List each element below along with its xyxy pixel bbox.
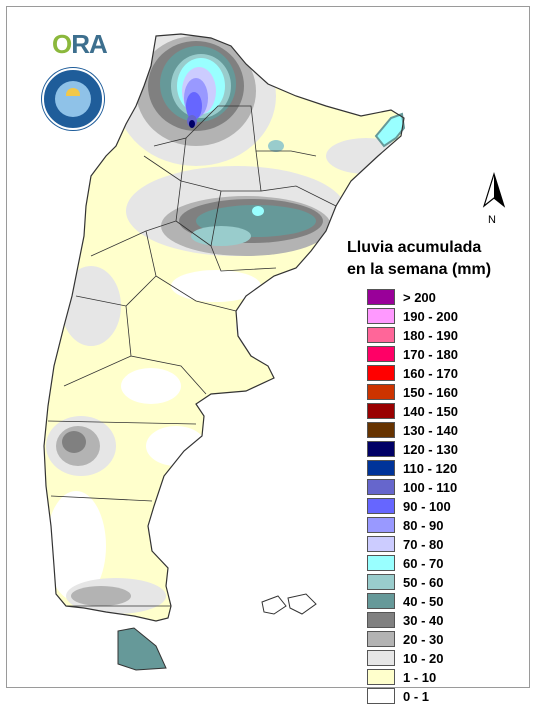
province-borders xyxy=(47,105,337,607)
country-outline xyxy=(43,33,405,622)
legend-label: 150 - 160 xyxy=(403,385,458,400)
legend-title: Lluvia acumulada en la semana (mm) xyxy=(347,237,527,281)
rainfall-map xyxy=(43,33,406,671)
legend-swatch xyxy=(367,517,395,533)
legend-swatch xyxy=(367,460,395,476)
seal-inner xyxy=(55,81,91,117)
north-label: N xyxy=(488,214,496,226)
field-0-1-south xyxy=(46,491,106,601)
legend-row: 30 - 40 xyxy=(367,611,517,630)
legend-label: 120 - 130 xyxy=(403,442,458,457)
legend-swatch xyxy=(367,669,395,685)
legend-row: 170 - 180 xyxy=(367,345,517,364)
legend-swatch xyxy=(367,593,395,609)
legend-row: 1 - 10 xyxy=(367,668,517,687)
legend-swatch xyxy=(367,308,395,324)
legend-row: 70 - 80 xyxy=(367,535,517,554)
legend-row: 190 - 200 xyxy=(367,307,517,326)
smn-seal-logo xyxy=(42,68,104,130)
legend-row: 180 - 190 xyxy=(367,326,517,345)
legend-swatch xyxy=(367,479,395,495)
legend-swatch xyxy=(367,555,395,571)
north-arrow-icon xyxy=(482,172,506,208)
legend-label: 30 - 40 xyxy=(403,613,444,628)
legend-label: 0 - 1 xyxy=(403,689,430,704)
legend-swatch xyxy=(367,612,395,628)
legend-row: 100 - 110 xyxy=(367,478,517,497)
legend-swatch xyxy=(367,441,395,457)
legend-title-line1: Lluvia acumulada xyxy=(347,239,482,256)
field-10-20-pampa xyxy=(236,286,346,366)
field-0-1-north xyxy=(171,270,261,302)
ora-logo: ORA xyxy=(52,29,108,59)
field-90-100-noa xyxy=(186,92,202,120)
legend-label: 40 - 50 xyxy=(403,594,444,609)
field-60-70-chaco xyxy=(252,206,264,216)
legend-swatch xyxy=(367,384,395,400)
legend-swatch xyxy=(367,346,395,362)
legend-row: 80 - 90 xyxy=(367,516,517,535)
field-0-1-center xyxy=(121,368,181,404)
tierra-del-fuego xyxy=(117,627,167,671)
field-10-20-misiones xyxy=(326,138,404,174)
legend-label: 20 - 30 xyxy=(403,632,444,647)
legend-row: 0 - 1 xyxy=(367,687,517,706)
legend-label: > 200 xyxy=(403,290,436,305)
malvinas-islands xyxy=(261,593,317,615)
legend-row: 150 - 160 xyxy=(367,383,517,402)
legend-label: 170 - 180 xyxy=(403,347,458,362)
legend-label: 80 - 90 xyxy=(403,518,444,533)
legend-label: 90 - 100 xyxy=(403,499,451,514)
legend-label: 60 - 70 xyxy=(403,556,444,571)
legend-swatch xyxy=(367,650,395,666)
legend-swatch xyxy=(367,289,395,305)
legend-row: 40 - 50 xyxy=(367,592,517,611)
legend-swatch xyxy=(367,688,395,704)
legend-row: 90 - 100 xyxy=(367,497,517,516)
legend-row: 140 - 150 xyxy=(367,402,517,421)
legend-title-line2: en la semana (mm) xyxy=(347,261,492,278)
legend-label: 10 - 20 xyxy=(403,651,444,666)
legend-label: 110 - 120 xyxy=(403,461,458,476)
legend-label: 130 - 140 xyxy=(403,423,458,438)
legend-swatch xyxy=(367,536,395,552)
legend-label: 1 - 10 xyxy=(403,670,437,685)
legend-row: 60 - 70 xyxy=(367,554,517,573)
legend-swatch xyxy=(367,498,395,514)
legend-label: 160 - 170 xyxy=(403,366,458,381)
legend-row: 120 - 130 xyxy=(367,440,517,459)
legend-row: 50 - 60 xyxy=(367,573,517,592)
legend-label: 190 - 200 xyxy=(403,309,458,324)
field-20-30-santacruz xyxy=(71,586,131,606)
legend-label: 180 - 190 xyxy=(403,328,458,343)
legend-row: 10 - 20 xyxy=(367,649,517,668)
legend-row: 160 - 170 xyxy=(367,364,517,383)
field-120-130-noa xyxy=(189,120,195,128)
legend-swatch xyxy=(367,631,395,647)
legend-swatch xyxy=(367,327,395,343)
legend-row: 130 - 140 xyxy=(367,421,517,440)
field-60-70-misiones xyxy=(374,112,406,148)
legend-row: 20 - 30 xyxy=(367,630,517,649)
legend-swatch xyxy=(367,574,395,590)
legend-row: > 200 xyxy=(367,288,517,307)
seal-sun-icon xyxy=(66,88,80,96)
field-50-60-chaco xyxy=(191,226,251,246)
legend-label: 100 - 110 xyxy=(403,480,458,495)
legend-row: 110 - 120 xyxy=(367,459,517,478)
legend-swatch xyxy=(367,365,395,381)
legend-label: 50 - 60 xyxy=(403,575,444,590)
field-0-1-patagonia xyxy=(146,426,206,466)
legend-label: 140 - 150 xyxy=(403,404,458,419)
legend-swatch xyxy=(367,422,395,438)
legend: > 200 190 - 200 180 - 190 170 - 180 160 - 17… xyxy=(367,288,517,706)
field-30-40-chubut xyxy=(62,431,86,453)
legend-label: 70 - 80 xyxy=(403,537,444,552)
field-10-20-cuyo xyxy=(61,266,121,346)
field-20-30-pampa xyxy=(269,316,293,336)
legend-swatch xyxy=(367,403,395,419)
field-50-60-formosa xyxy=(268,140,284,152)
